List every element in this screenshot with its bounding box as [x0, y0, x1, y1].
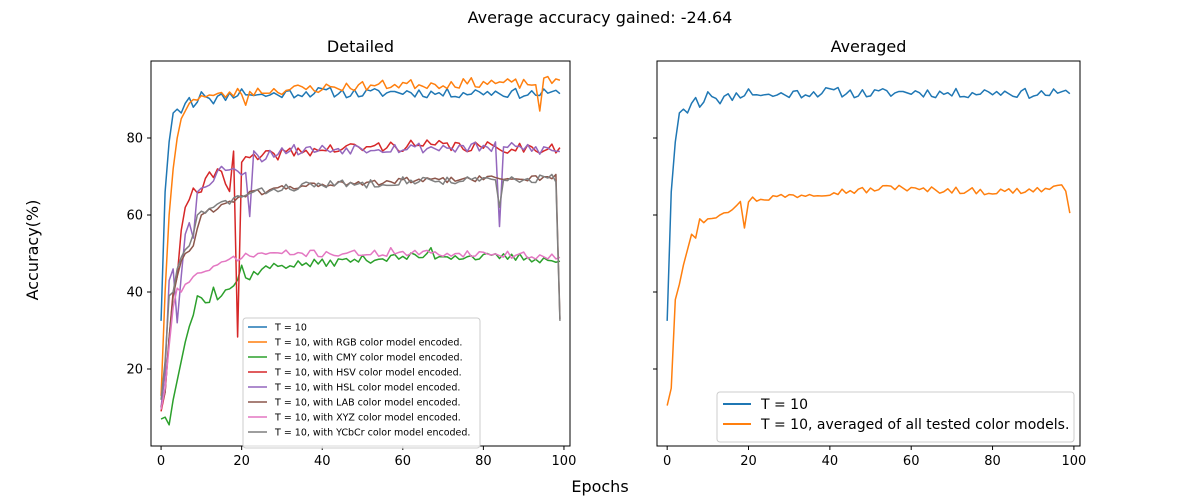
series-lines	[666, 86, 1071, 406]
x-tick-label: 0	[663, 454, 671, 469]
x-tick-label: 20	[233, 454, 250, 469]
legend-box	[716, 391, 1075, 443]
legend-entry: T = 10	[274, 323, 307, 334]
x-tick-label: 80	[475, 454, 492, 469]
legend-entry: T = 10, with RGB color model encoded.	[274, 338, 462, 349]
legend-entry: T = 10, averaged of all tested color mod…	[760, 417, 1069, 433]
legend-entry: T = 10, with LAB color model encoded.	[274, 398, 461, 409]
series-line-0	[666, 86, 1071, 321]
axes-frame	[656, 60, 1081, 447]
shared-y-axis-label: Accuracy(%)	[23, 200, 42, 301]
legend-entry: T = 10	[760, 397, 808, 413]
panel-title: Detailed	[327, 37, 394, 56]
legend-box	[242, 317, 481, 449]
y-tick-label: 40	[126, 286, 143, 301]
x-tick-label: 60	[903, 454, 920, 469]
series-line-0	[160, 86, 561, 321]
legend-entry: T = 10, with HSV color model encoded.	[274, 368, 462, 379]
series-line-4	[160, 141, 560, 408]
y-tick-label: 20	[126, 363, 143, 378]
y-tick-label: 80	[126, 132, 143, 147]
x-tick-label: 20	[740, 454, 757, 469]
series-lines	[160, 75, 561, 426]
series-line-1	[160, 75, 561, 396]
panel-title: Averaged	[831, 37, 907, 56]
x-tick-label: 60	[395, 454, 412, 469]
series-line-1	[666, 184, 1071, 406]
y-tick-label: 60	[126, 209, 143, 224]
legend-entry: T = 10, with XYZ color model encoded.	[274, 413, 461, 424]
x-tick-label: 80	[984, 454, 1001, 469]
figure-suptitle: Average accuracy gained: -24.64	[468, 8, 733, 27]
x-tick-label: 40	[822, 454, 839, 469]
x-tick-label: 40	[314, 454, 331, 469]
legend-entry: T = 10, with CMY color model encoded.	[274, 353, 463, 364]
x-tick-label: 100	[1061, 454, 1086, 469]
shared-x-axis-label: Epochs	[571, 477, 628, 496]
legend-entry: T = 10, with YCbCr color model encoded.	[274, 428, 470, 439]
series-line-7	[160, 173, 561, 400]
legend: T = 10 T = 10, averaged of all tested col…	[716, 391, 1075, 443]
chart-panel-averaged: Averaged 0 20 40 60 80 100 T = 10 T = 10, averag…	[653, 37, 1086, 469]
series-line-6	[160, 246, 561, 410]
x-tick-label: 0	[157, 454, 165, 469]
x-tick-label: 100	[552, 454, 577, 469]
legend-entry: T = 10, with HSL color model encoded.	[274, 383, 460, 394]
legend: T = 10 T = 10, with RGB color model encod…	[242, 317, 481, 449]
